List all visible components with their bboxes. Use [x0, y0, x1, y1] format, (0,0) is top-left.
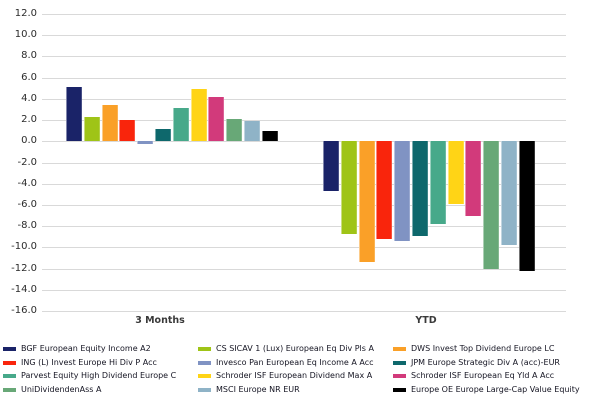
gridline — [42, 247, 566, 249]
bar — [226, 119, 243, 142]
legend-item: ING (L) Invest Europe Hi Div P Acc — [3, 358, 157, 368]
bar — [412, 141, 428, 236]
legend-label: MSCI Europe NR EUR — [216, 384, 300, 394]
gridline — [42, 77, 566, 79]
bar — [261, 130, 278, 142]
gridline — [42, 183, 566, 185]
bar — [323, 141, 339, 192]
y-axis-tick-label: -12.0 — [11, 262, 37, 274]
gridline — [42, 289, 566, 291]
legend-swatch — [393, 374, 406, 378]
legend-label: Europe OE Europe Large-Cap Value Equity — [411, 384, 580, 394]
y-axis-tick-label: 4.0 — [21, 92, 37, 104]
bar — [340, 141, 357, 234]
bar — [244, 121, 260, 142]
legend-label: ING (L) Invest Europe Hi Div P Acc — [21, 357, 157, 367]
y-axis-tick-label: 12.0 — [14, 8, 37, 19]
y-axis-tick-label: -8.0 — [17, 220, 37, 232]
y-axis-tick-label: 8.0 — [21, 50, 37, 62]
bar — [119, 120, 136, 142]
bar — [376, 141, 393, 239]
legend-item: MSCI Europe NR EUR — [198, 385, 300, 395]
gridline — [42, 56, 566, 58]
gridline — [42, 14, 566, 15]
gridline — [42, 35, 566, 37]
y-axis-tick-label: 6.0 — [21, 71, 37, 83]
y-axis-tick-label: -2.0 — [17, 156, 37, 168]
gridline — [42, 268, 566, 270]
legend-item: CS SICAV 1 (Lux) European Eq Div Pls A — [198, 344, 374, 354]
legend-item: BGF European Equity Income A2 — [3, 344, 151, 354]
y-axis-tick-label: -16.0 — [11, 305, 37, 316]
legend-item: UniDividendenAss A — [3, 385, 101, 395]
legend-swatch — [3, 360, 16, 365]
bar — [172, 108, 189, 142]
legend-item: Europe OE Europe Large-Cap Value Equity — [393, 385, 580, 395]
bar — [394, 141, 411, 241]
legend-item: Invesco Pan European Eq Income A Acc — [198, 358, 374, 368]
legend-swatch — [393, 387, 406, 392]
y-axis: 12.0 10.0 8.0 6.0 4.0 2.0 0.0 -2.0 -4.0 -6.0 -8.0 -… — [0, 0, 37, 404]
bar — [429, 141, 446, 224]
legend: BGF European Equity Income A2 ING (L) Inv… — [0, 344, 600, 404]
gridline — [42, 141, 566, 143]
gridline — [42, 120, 566, 122]
legend-label: JPM Europe Strategic Div A (acc)-EUR — [411, 357, 560, 367]
bar — [190, 89, 207, 142]
group-label: YTD — [415, 315, 437, 326]
legend-label: Schroder ISF European Eq Yld A Acc — [411, 371, 555, 380]
group-label: 3 Months — [135, 315, 185, 326]
gridline — [42, 311, 566, 312]
gridline — [42, 162, 566, 164]
legend-swatch — [393, 360, 406, 365]
legend-label: Invesco Pan European Eq Income A Acc — [216, 357, 374, 367]
bar — [447, 141, 464, 204]
legend-swatch — [198, 347, 211, 351]
plot-area — [42, 14, 566, 312]
legend-swatch — [3, 374, 16, 378]
y-axis-tick-label: 0.0 — [21, 135, 37, 147]
legend-swatch — [3, 387, 16, 392]
bar — [465, 141, 482, 216]
bar — [501, 141, 517, 246]
gridline — [42, 98, 566, 100]
legend-item: JPM Europe Strategic Div A (acc)-EUR — [393, 358, 560, 368]
bar — [137, 141, 154, 145]
y-axis-tick-label: -10.0 — [11, 241, 37, 253]
y-axis-tick-label: -4.0 — [17, 177, 37, 189]
legend-item: Parvest Equity High Dividend Europe C — [3, 371, 176, 381]
bar — [66, 87, 82, 142]
y-axis-tick-label: -14.0 — [11, 283, 37, 295]
y-axis-tick-label: 10.0 — [14, 29, 37, 41]
bar — [83, 116, 100, 142]
legend-swatch — [3, 347, 16, 351]
bar — [208, 96, 225, 142]
bar — [101, 105, 118, 142]
legend-swatch — [393, 347, 406, 351]
legend-label: DWS Invest Top Dividend Europe LC — [411, 344, 555, 353]
y-axis-tick-label: -6.0 — [17, 198, 37, 210]
bar — [155, 128, 171, 142]
x-axis: 3 Months YTD — [0, 315, 600, 331]
legend-item: DWS Invest Top Dividend Europe LC — [393, 344, 554, 354]
legend-label: BGF European Equity Income A2 — [21, 344, 151, 353]
y-axis-tick-label: 2.0 — [21, 114, 37, 126]
legend-label: UniDividendenAss A — [21, 384, 102, 394]
legend-label: CS SICAV 1 (Lux) European Eq Div Pls A — [216, 344, 374, 353]
legend-swatch — [198, 360, 211, 365]
legend-label: Parvest Equity High Dividend Europe C — [21, 371, 177, 380]
legend-label: Schroder ISF European Dividend Max A — [216, 371, 373, 380]
legend-swatch — [198, 387, 211, 392]
legend-swatch — [198, 374, 211, 378]
gridline — [42, 204, 566, 206]
gridline — [42, 226, 566, 228]
bar — [483, 141, 500, 269]
bar — [518, 141, 535, 271]
legend-item: Schroder ISF European Eq Yld A Acc — [393, 371, 554, 381]
bar — [358, 141, 375, 263]
legend-item: Schroder ISF European Dividend Max A — [198, 371, 372, 381]
